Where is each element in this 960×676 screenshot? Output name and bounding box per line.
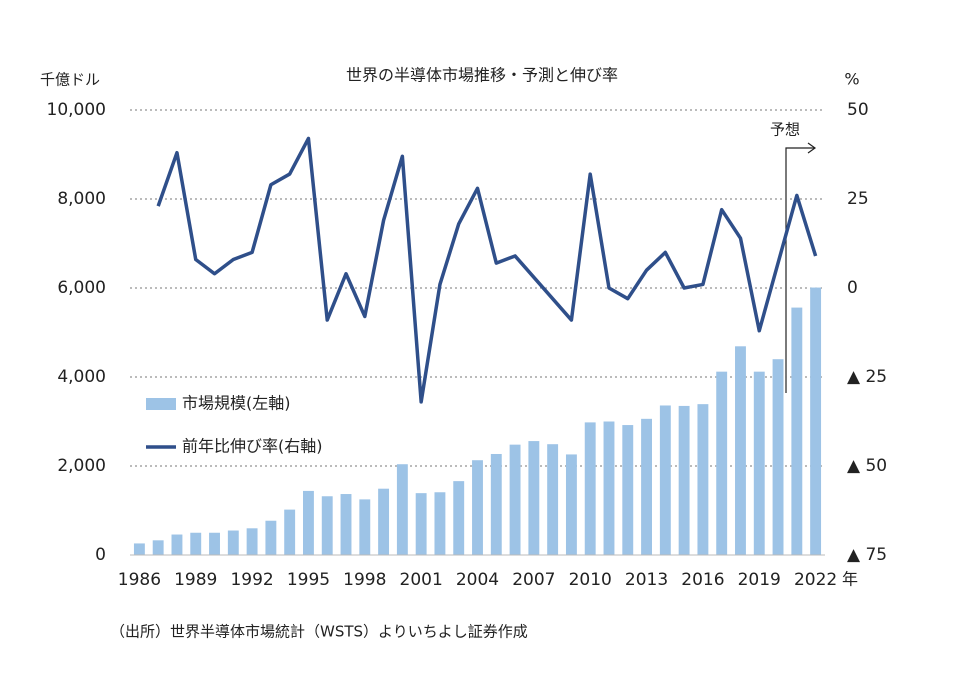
forecast-arrow bbox=[785, 147, 815, 393]
legend-swatch bbox=[146, 398, 176, 410]
source-note: （出所）世界半導体市場統計（WSTS）よりいちよし証券作成 bbox=[110, 623, 528, 641]
x-tick-label: 2019 bbox=[738, 570, 781, 590]
y2-tick-label: ▲ 25 bbox=[847, 367, 887, 387]
x-tick-label: 2001 bbox=[400, 570, 443, 590]
y2-tick-label: 25 bbox=[847, 189, 869, 209]
y-tick-label: 2,000 bbox=[57, 456, 106, 476]
y-tick-label: 8,000 bbox=[57, 189, 106, 209]
bar bbox=[472, 460, 483, 555]
x-tick-label: 1995 bbox=[287, 570, 330, 590]
line bbox=[156, 136, 818, 404]
bar bbox=[528, 441, 540, 555]
bar bbox=[378, 488, 390, 555]
x-tick-label: 2004 bbox=[456, 570, 499, 590]
bar bbox=[171, 534, 183, 555]
y-unit: 千億ドル bbox=[40, 71, 100, 89]
forecast-label: 予想 bbox=[770, 121, 800, 139]
bar bbox=[340, 494, 352, 555]
bar bbox=[190, 532, 202, 555]
bar bbox=[152, 540, 164, 555]
x-tick-label: 2016 bbox=[681, 570, 724, 590]
bar bbox=[396, 464, 408, 555]
y2-unit: % bbox=[844, 70, 859, 89]
bar bbox=[265, 520, 277, 555]
x-tick-label: 2007 bbox=[512, 570, 555, 590]
bar bbox=[509, 444, 521, 555]
x-tick-label: 2013 bbox=[625, 570, 668, 590]
bar bbox=[565, 454, 577, 555]
bar bbox=[434, 492, 446, 555]
x-unit: 年 bbox=[842, 570, 858, 589]
forecast-arrowhead bbox=[807, 142, 817, 154]
y-tick-label: 4,000 bbox=[57, 367, 106, 387]
y-tick-label: 6,000 bbox=[57, 278, 106, 298]
y2-tick-label: 50 bbox=[847, 100, 869, 120]
bar bbox=[622, 425, 634, 555]
bar bbox=[321, 496, 333, 555]
bar bbox=[584, 422, 596, 555]
legend-label: 市場規模(左軸) bbox=[182, 394, 291, 413]
y2-tick-label: 0 bbox=[847, 278, 858, 298]
bar bbox=[603, 421, 615, 555]
x-tick-label: 2022 bbox=[794, 570, 837, 590]
bar bbox=[490, 453, 502, 555]
bar bbox=[753, 371, 765, 555]
bar bbox=[133, 543, 145, 555]
y-tick-label: 0 bbox=[95, 545, 106, 565]
bar bbox=[246, 528, 258, 555]
bar bbox=[359, 499, 371, 555]
bar bbox=[415, 493, 427, 555]
bar bbox=[227, 530, 239, 555]
y2-tick-label: ▲ 50 bbox=[847, 456, 887, 476]
y2-tick-label: ▲ 75 bbox=[847, 545, 887, 565]
y-tick-label: 10,000 bbox=[47, 100, 106, 120]
bar bbox=[547, 444, 559, 555]
bar bbox=[284, 509, 296, 555]
chart-title: 世界の半導体市場推移・予測と伸び率 bbox=[346, 66, 618, 85]
bar bbox=[791, 307, 803, 555]
bar bbox=[678, 405, 690, 555]
x-tick-label: 1989 bbox=[174, 570, 217, 590]
bar bbox=[209, 532, 220, 555]
bar bbox=[735, 346, 746, 555]
x-tick-label: 1998 bbox=[343, 570, 386, 590]
bar bbox=[810, 287, 822, 555]
bar bbox=[772, 359, 784, 555]
x-tick-label: 1992 bbox=[230, 570, 273, 590]
legend-label: 前年比伸び率(右軸) bbox=[182, 437, 323, 456]
bar bbox=[641, 418, 653, 555]
bar bbox=[716, 371, 728, 555]
bar bbox=[697, 404, 709, 555]
bar bbox=[659, 405, 671, 555]
bar bbox=[453, 481, 465, 555]
bar bbox=[302, 490, 314, 555]
x-tick-label: 2010 bbox=[569, 570, 612, 590]
x-tick-label: 1986 bbox=[118, 570, 161, 590]
